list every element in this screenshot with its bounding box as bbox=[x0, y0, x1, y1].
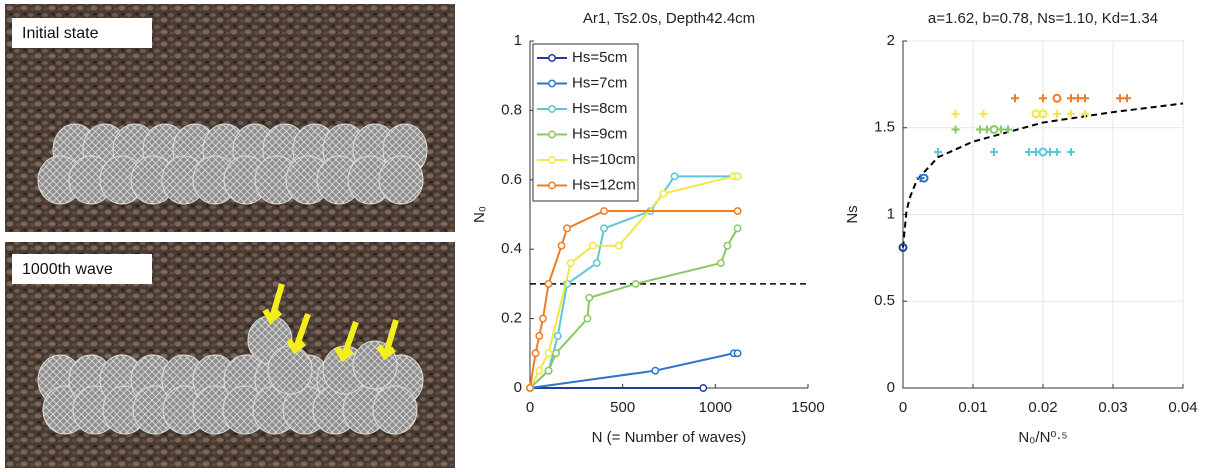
y-tick-label: 1.5 bbox=[874, 119, 895, 136]
chart: 0 0.01 0.02 0.03 0.04 0 0.5 1 1.5 2 a=1.62, b=0.78… bbox=[844, 10, 1198, 446]
chart: 0 500 1000 1500 0 0.2 0.4 0.6 0.8 1 Ar1, Ts2.0s, D… bbox=[471, 10, 825, 446]
point bbox=[734, 173, 740, 179]
x-tick-label: 0.04 bbox=[1168, 399, 1197, 416]
y-tick-label: 0 bbox=[887, 379, 895, 396]
x-tick-label: 500 bbox=[610, 399, 635, 416]
legend-marker bbox=[549, 157, 555, 163]
y-tick-label: 0.8 bbox=[501, 101, 522, 118]
point bbox=[532, 350, 538, 356]
legend-label: Hs=8cm bbox=[572, 100, 627, 117]
y-tick-label: 0.4 bbox=[501, 240, 522, 257]
x-tick-label: 0.02 bbox=[1028, 399, 1057, 416]
y-tick-label: 2 bbox=[887, 32, 895, 49]
x-tick-label: 0 bbox=[526, 399, 534, 416]
y-tick-label: 0.2 bbox=[501, 310, 522, 327]
point bbox=[601, 208, 607, 214]
x-axis-label: N (= Number of waves) bbox=[592, 429, 747, 446]
point bbox=[594, 260, 600, 266]
y-tick-label: 0 bbox=[514, 379, 522, 396]
point bbox=[652, 367, 658, 373]
point bbox=[734, 350, 740, 356]
point bbox=[632, 281, 638, 287]
point bbox=[553, 350, 559, 356]
point bbox=[564, 225, 570, 231]
y-tick-label: 0.5 bbox=[874, 292, 895, 309]
point bbox=[660, 190, 666, 196]
x-tick-label: 0.03 bbox=[1098, 399, 1127, 416]
legend-label: Hs=12cm bbox=[572, 176, 636, 193]
point bbox=[545, 350, 551, 356]
point bbox=[700, 385, 706, 391]
armor-unit bbox=[373, 386, 417, 434]
legend-label: Hs=5cm bbox=[572, 49, 627, 66]
y-tick-label: 1 bbox=[514, 32, 522, 49]
x-tick-label: 1500 bbox=[791, 399, 824, 416]
point bbox=[590, 243, 596, 249]
photo-label: 1000th wave bbox=[22, 261, 113, 278]
point bbox=[545, 281, 551, 287]
x-axis-label: N₀/N⁰·⁵ bbox=[1018, 429, 1067, 446]
point bbox=[527, 385, 533, 391]
point bbox=[584, 315, 590, 321]
point bbox=[536, 367, 542, 373]
point bbox=[558, 243, 564, 249]
legend-label: Hs=7cm bbox=[572, 74, 627, 91]
point bbox=[616, 243, 622, 249]
point bbox=[545, 367, 551, 373]
point bbox=[734, 208, 740, 214]
chart-title: a=1.62, b=0.78, Ns=1.10, Kd=1.34 bbox=[928, 10, 1158, 27]
legend-marker bbox=[549, 55, 555, 61]
x-tick-label: 0.01 bbox=[958, 399, 987, 416]
point bbox=[718, 260, 724, 266]
chart-title: Ar1, Ts2.0s, Depth42.4cm bbox=[583, 10, 755, 27]
y-axis-label: Ns bbox=[844, 205, 861, 223]
legend-marker bbox=[549, 80, 555, 86]
y-tick-label: 1 bbox=[887, 205, 895, 222]
legend-marker bbox=[549, 131, 555, 137]
y-tick-label: 0.6 bbox=[501, 171, 522, 188]
point bbox=[586, 295, 592, 301]
armor-unit bbox=[379, 156, 423, 204]
x-tick-label: 1000 bbox=[699, 399, 732, 416]
legend-marker bbox=[549, 106, 555, 112]
point bbox=[671, 173, 677, 179]
legend-marker bbox=[549, 182, 555, 188]
figure: Initial state 1000th wave 05001000150000… bbox=[0, 0, 1211, 472]
legend-label: Hs=9cm bbox=[572, 125, 627, 142]
point bbox=[540, 315, 546, 321]
point bbox=[724, 243, 730, 249]
legend-label: Hs=10cm bbox=[572, 151, 636, 168]
point bbox=[734, 225, 740, 231]
armor-unit bbox=[268, 346, 312, 394]
x-tick-label: 0 bbox=[899, 399, 907, 416]
point bbox=[555, 333, 561, 339]
photo-label: Initial state bbox=[22, 25, 99, 42]
point bbox=[536, 333, 542, 339]
point bbox=[568, 260, 574, 266]
y-axis-label: N₀ bbox=[471, 206, 488, 223]
point bbox=[601, 225, 607, 231]
